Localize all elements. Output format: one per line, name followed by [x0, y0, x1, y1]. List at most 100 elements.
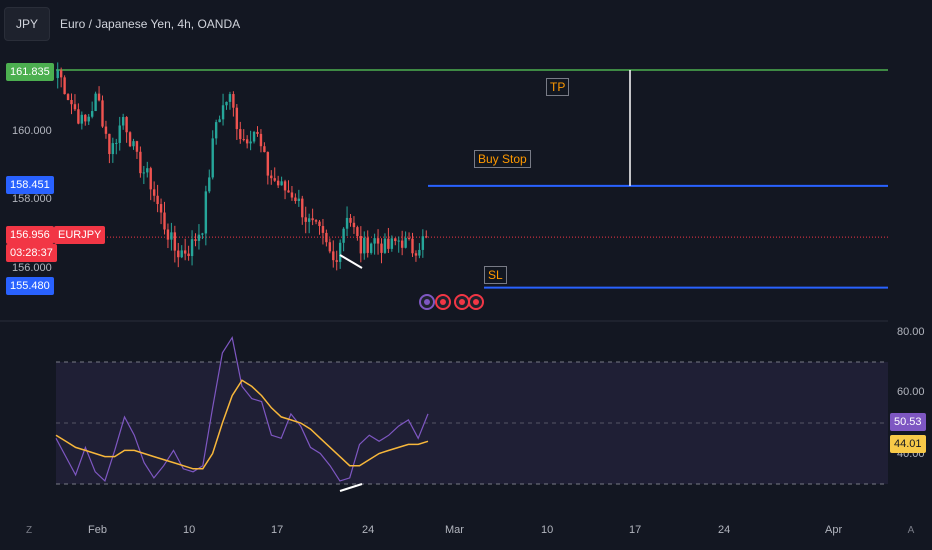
candle-body [407, 237, 411, 239]
candle-body [373, 238, 376, 244]
candle-body [135, 141, 139, 152]
candle-body [183, 250, 187, 254]
candle-body [325, 232, 328, 243]
candle-body [301, 198, 304, 218]
candle-body [211, 138, 214, 178]
rsi-line [55, 336, 429, 482]
time-label-apr: Apr [825, 524, 843, 536]
rsi-tick-60: 60.00 [897, 386, 925, 398]
candle-body [245, 139, 249, 144]
candle-body [411, 238, 414, 254]
candle-body [111, 143, 115, 155]
candle-body [128, 132, 132, 147]
candle-body [152, 189, 156, 196]
candle-body [84, 114, 87, 122]
candle-body [121, 117, 125, 126]
candle-body [159, 204, 163, 213]
candle-body [280, 181, 283, 186]
candle-body [421, 236, 425, 250]
candle-body [307, 218, 311, 222]
candle-body [218, 119, 221, 123]
candle-body [104, 126, 108, 134]
lightning-icon-dot [424, 299, 430, 305]
candle-body [397, 240, 400, 242]
candle-body [56, 70, 59, 79]
candle-body [197, 234, 201, 241]
eu-flag-icon-dot [440, 299, 446, 305]
time-label-mar: Mar [445, 524, 464, 536]
candle-body [235, 107, 239, 130]
candle-body [132, 141, 135, 147]
time-label-feb-10: 10 [183, 524, 196, 536]
candle-body [59, 70, 63, 78]
candle-body [349, 217, 352, 223]
candle-body [115, 142, 118, 144]
candle-body [400, 240, 404, 248]
candle-body [73, 104, 77, 110]
candle-body [139, 151, 142, 174]
tp-annotation[interactable]: TP [546, 78, 570, 96]
candle-body [311, 218, 314, 221]
sl-price-tag: 155.480 [6, 277, 54, 295]
eu-flag-icon-dot [459, 299, 465, 305]
auto-scale-toggle[interactable]: A [907, 524, 915, 536]
candle-body [77, 109, 80, 124]
candle-body [276, 180, 280, 186]
candle-body [187, 253, 190, 257]
candle-body [259, 133, 263, 147]
candle-body [97, 93, 101, 101]
candle-body [335, 260, 338, 262]
candle-body [338, 242, 342, 262]
sl-annotation[interactable]: SL [484, 266, 507, 284]
candle-body [383, 238, 387, 253]
symbol-button[interactable]: JPY [4, 7, 50, 41]
price-tick-160: 160.000 [12, 125, 52, 137]
price-tick-156: 156.000 [12, 262, 52, 274]
candle-body [170, 232, 173, 240]
time-label-feb-17: 17 [271, 524, 284, 536]
candle-body [166, 229, 170, 240]
candle-body [266, 152, 270, 176]
candle-body [204, 191, 208, 234]
candle-body [232, 94, 235, 108]
candle-body [304, 217, 307, 222]
candle-body [156, 195, 159, 205]
candle-body [404, 237, 407, 248]
tp-price-tag: 161.835 [6, 63, 54, 81]
candle-body [283, 181, 287, 191]
candle-body [66, 94, 70, 100]
candle-body [118, 125, 121, 143]
log-scale-toggle[interactable]: Z [25, 524, 33, 536]
candle-body [352, 222, 356, 228]
candle-body [314, 220, 318, 222]
candle-body [125, 117, 128, 133]
candle-body [263, 146, 266, 153]
candle-body [363, 237, 366, 254]
candle-body [366, 237, 369, 253]
candle-body [414, 253, 418, 256]
candle-body [256, 131, 259, 134]
price-tick-158: 158.000 [12, 193, 52, 205]
candle-body [242, 139, 245, 141]
symbol-price-tag: EURJPY [54, 226, 106, 244]
candle-body [70, 99, 73, 105]
candle-body [108, 133, 111, 155]
chart-title: Euro / Japanese Yen, 4h, OANDA [60, 17, 241, 31]
candle-body [225, 101, 228, 106]
candle-body [390, 238, 394, 249]
candle-body [94, 93, 97, 112]
candle-body [228, 94, 232, 102]
rsi-ma-line [55, 379, 429, 470]
candle-body [208, 177, 211, 192]
countdown-tag: 03:28:37 [6, 244, 57, 262]
buy-stop-annotation[interactable]: Buy Stop [474, 150, 531, 168]
candle-body [194, 239, 197, 241]
candle-body [369, 243, 373, 253]
candle-body [394, 238, 397, 242]
candle-body [101, 100, 104, 127]
candle-body [142, 172, 146, 174]
time-label-mar-17: 17 [629, 524, 642, 536]
candle-body [332, 251, 335, 261]
